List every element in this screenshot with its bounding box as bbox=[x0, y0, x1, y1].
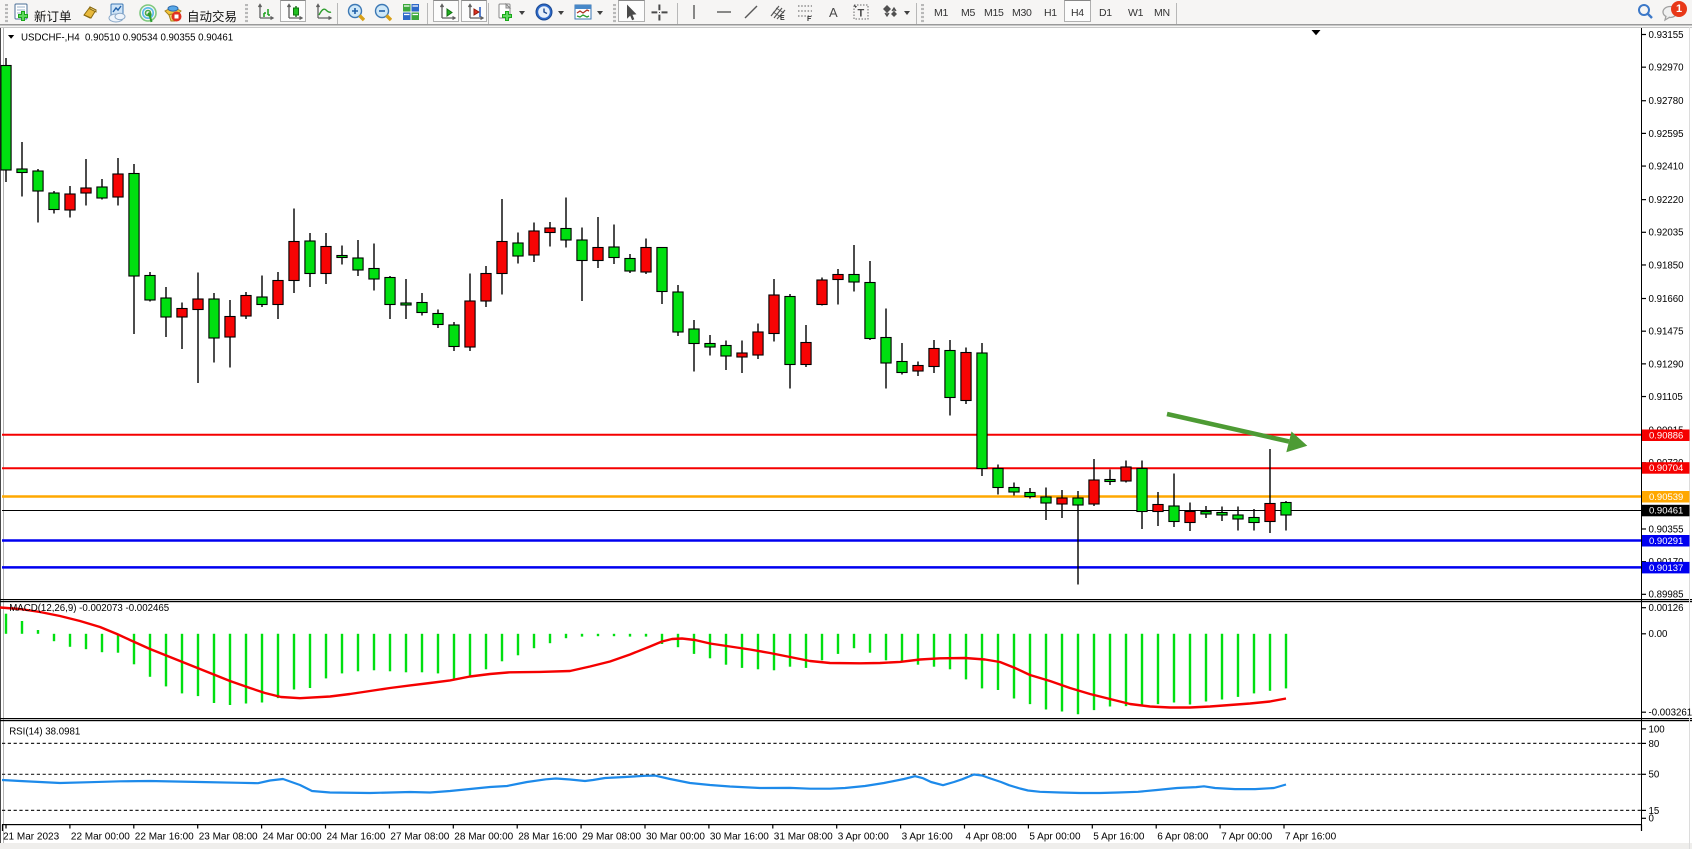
svg-text:0: 0 bbox=[1649, 814, 1655, 825]
svg-text:0.90355: 0.90355 bbox=[1649, 524, 1684, 535]
svg-text:RSI(14) 38.0981: RSI(14) 38.0981 bbox=[9, 726, 80, 737]
svg-text:0.90886: 0.90886 bbox=[1649, 430, 1683, 441]
svg-text:30 Mar 00:00: 30 Mar 00:00 bbox=[646, 832, 705, 843]
svg-text:15: 15 bbox=[1649, 806, 1660, 817]
svg-text:50: 50 bbox=[1649, 770, 1660, 781]
svg-text:0.91850: 0.91850 bbox=[1649, 260, 1685, 271]
svg-text:T: T bbox=[858, 8, 865, 20]
svg-text:28 Mar 00:00: 28 Mar 00:00 bbox=[454, 832, 513, 843]
svg-text:0.90137: 0.90137 bbox=[1649, 563, 1683, 574]
svg-text:4 Apr 08:00: 4 Apr 08:00 bbox=[966, 832, 1018, 843]
svg-text:0.93155: 0.93155 bbox=[1649, 30, 1684, 41]
svg-text:29 Mar 08:00: 29 Mar 08:00 bbox=[582, 832, 641, 843]
svg-text:0.91290: 0.91290 bbox=[1649, 359, 1685, 370]
svg-text:0.92220: 0.92220 bbox=[1649, 195, 1685, 206]
svg-text:28 Mar 16:00: 28 Mar 16:00 bbox=[518, 832, 577, 843]
svg-text:F: F bbox=[807, 16, 812, 23]
svg-text:A: A bbox=[829, 5, 838, 20]
svg-text:100: 100 bbox=[1649, 724, 1666, 735]
svg-text:0.92595: 0.92595 bbox=[1649, 129, 1684, 140]
svg-text:24 Mar 00:00: 24 Mar 00:00 bbox=[263, 832, 322, 843]
svg-text:0.00126: 0.00126 bbox=[1649, 603, 1684, 614]
svg-text:5 Apr 16:00: 5 Apr 16:00 bbox=[1093, 832, 1145, 843]
svg-text:USDCHF-,H4 0.90510 0.90534 0.: USDCHF-,H4 0.90510 0.90534 0.90355 0.904… bbox=[21, 32, 233, 43]
svg-text:0.92780: 0.92780 bbox=[1649, 96, 1685, 107]
svg-text:23 Mar 08:00: 23 Mar 08:00 bbox=[199, 832, 258, 843]
svg-text:31 Mar 08:00: 31 Mar 08:00 bbox=[774, 832, 833, 843]
svg-text:0.91660: 0.91660 bbox=[1649, 294, 1685, 305]
svg-text:0.92410: 0.92410 bbox=[1649, 161, 1685, 172]
svg-text:0.89985: 0.89985 bbox=[1649, 590, 1684, 601]
svg-text:21 Mar 2023: 21 Mar 2023 bbox=[3, 832, 60, 843]
svg-text:27 Mar 08:00: 27 Mar 08:00 bbox=[390, 832, 449, 843]
svg-text:0.92035: 0.92035 bbox=[1649, 228, 1684, 239]
svg-text:-0.003261: -0.003261 bbox=[1649, 708, 1692, 719]
svg-text:3 Apr 16:00: 3 Apr 16:00 bbox=[902, 832, 954, 843]
svg-text:E: E bbox=[780, 15, 785, 22]
svg-text:6 Apr 08:00: 6 Apr 08:00 bbox=[1157, 832, 1209, 843]
svg-text:0.92970: 0.92970 bbox=[1649, 63, 1685, 74]
svg-text:0.90704: 0.90704 bbox=[1649, 463, 1683, 474]
svg-text:7 Apr 00:00: 7 Apr 00:00 bbox=[1221, 832, 1273, 843]
svg-text:0.90539: 0.90539 bbox=[1649, 492, 1683, 503]
svg-text:22 Mar 16:00: 22 Mar 16:00 bbox=[135, 832, 194, 843]
svg-text:30 Mar 16:00: 30 Mar 16:00 bbox=[710, 832, 769, 843]
svg-text:24 Mar 16:00: 24 Mar 16:00 bbox=[327, 832, 386, 843]
svg-text:0.00: 0.00 bbox=[1649, 629, 1668, 640]
svg-text:5 Apr 00:00: 5 Apr 00:00 bbox=[1029, 832, 1081, 843]
svg-text:0.90291: 0.90291 bbox=[1649, 536, 1683, 547]
svg-text:22 Mar 00:00: 22 Mar 00:00 bbox=[71, 832, 130, 843]
svg-text:7 Apr 16:00: 7 Apr 16:00 bbox=[1285, 832, 1337, 843]
svg-text:MACD(12,26,9) -0.002073 -0.002: MACD(12,26,9) -0.002073 -0.002465 bbox=[9, 603, 169, 614]
svg-text:0.90461: 0.90461 bbox=[1649, 506, 1683, 517]
svg-text:3 Apr 00:00: 3 Apr 00:00 bbox=[838, 832, 890, 843]
svg-text:0.91105: 0.91105 bbox=[1649, 392, 1683, 403]
svg-text:0.91475: 0.91475 bbox=[1649, 327, 1684, 338]
svg-text:80: 80 bbox=[1649, 739, 1660, 750]
